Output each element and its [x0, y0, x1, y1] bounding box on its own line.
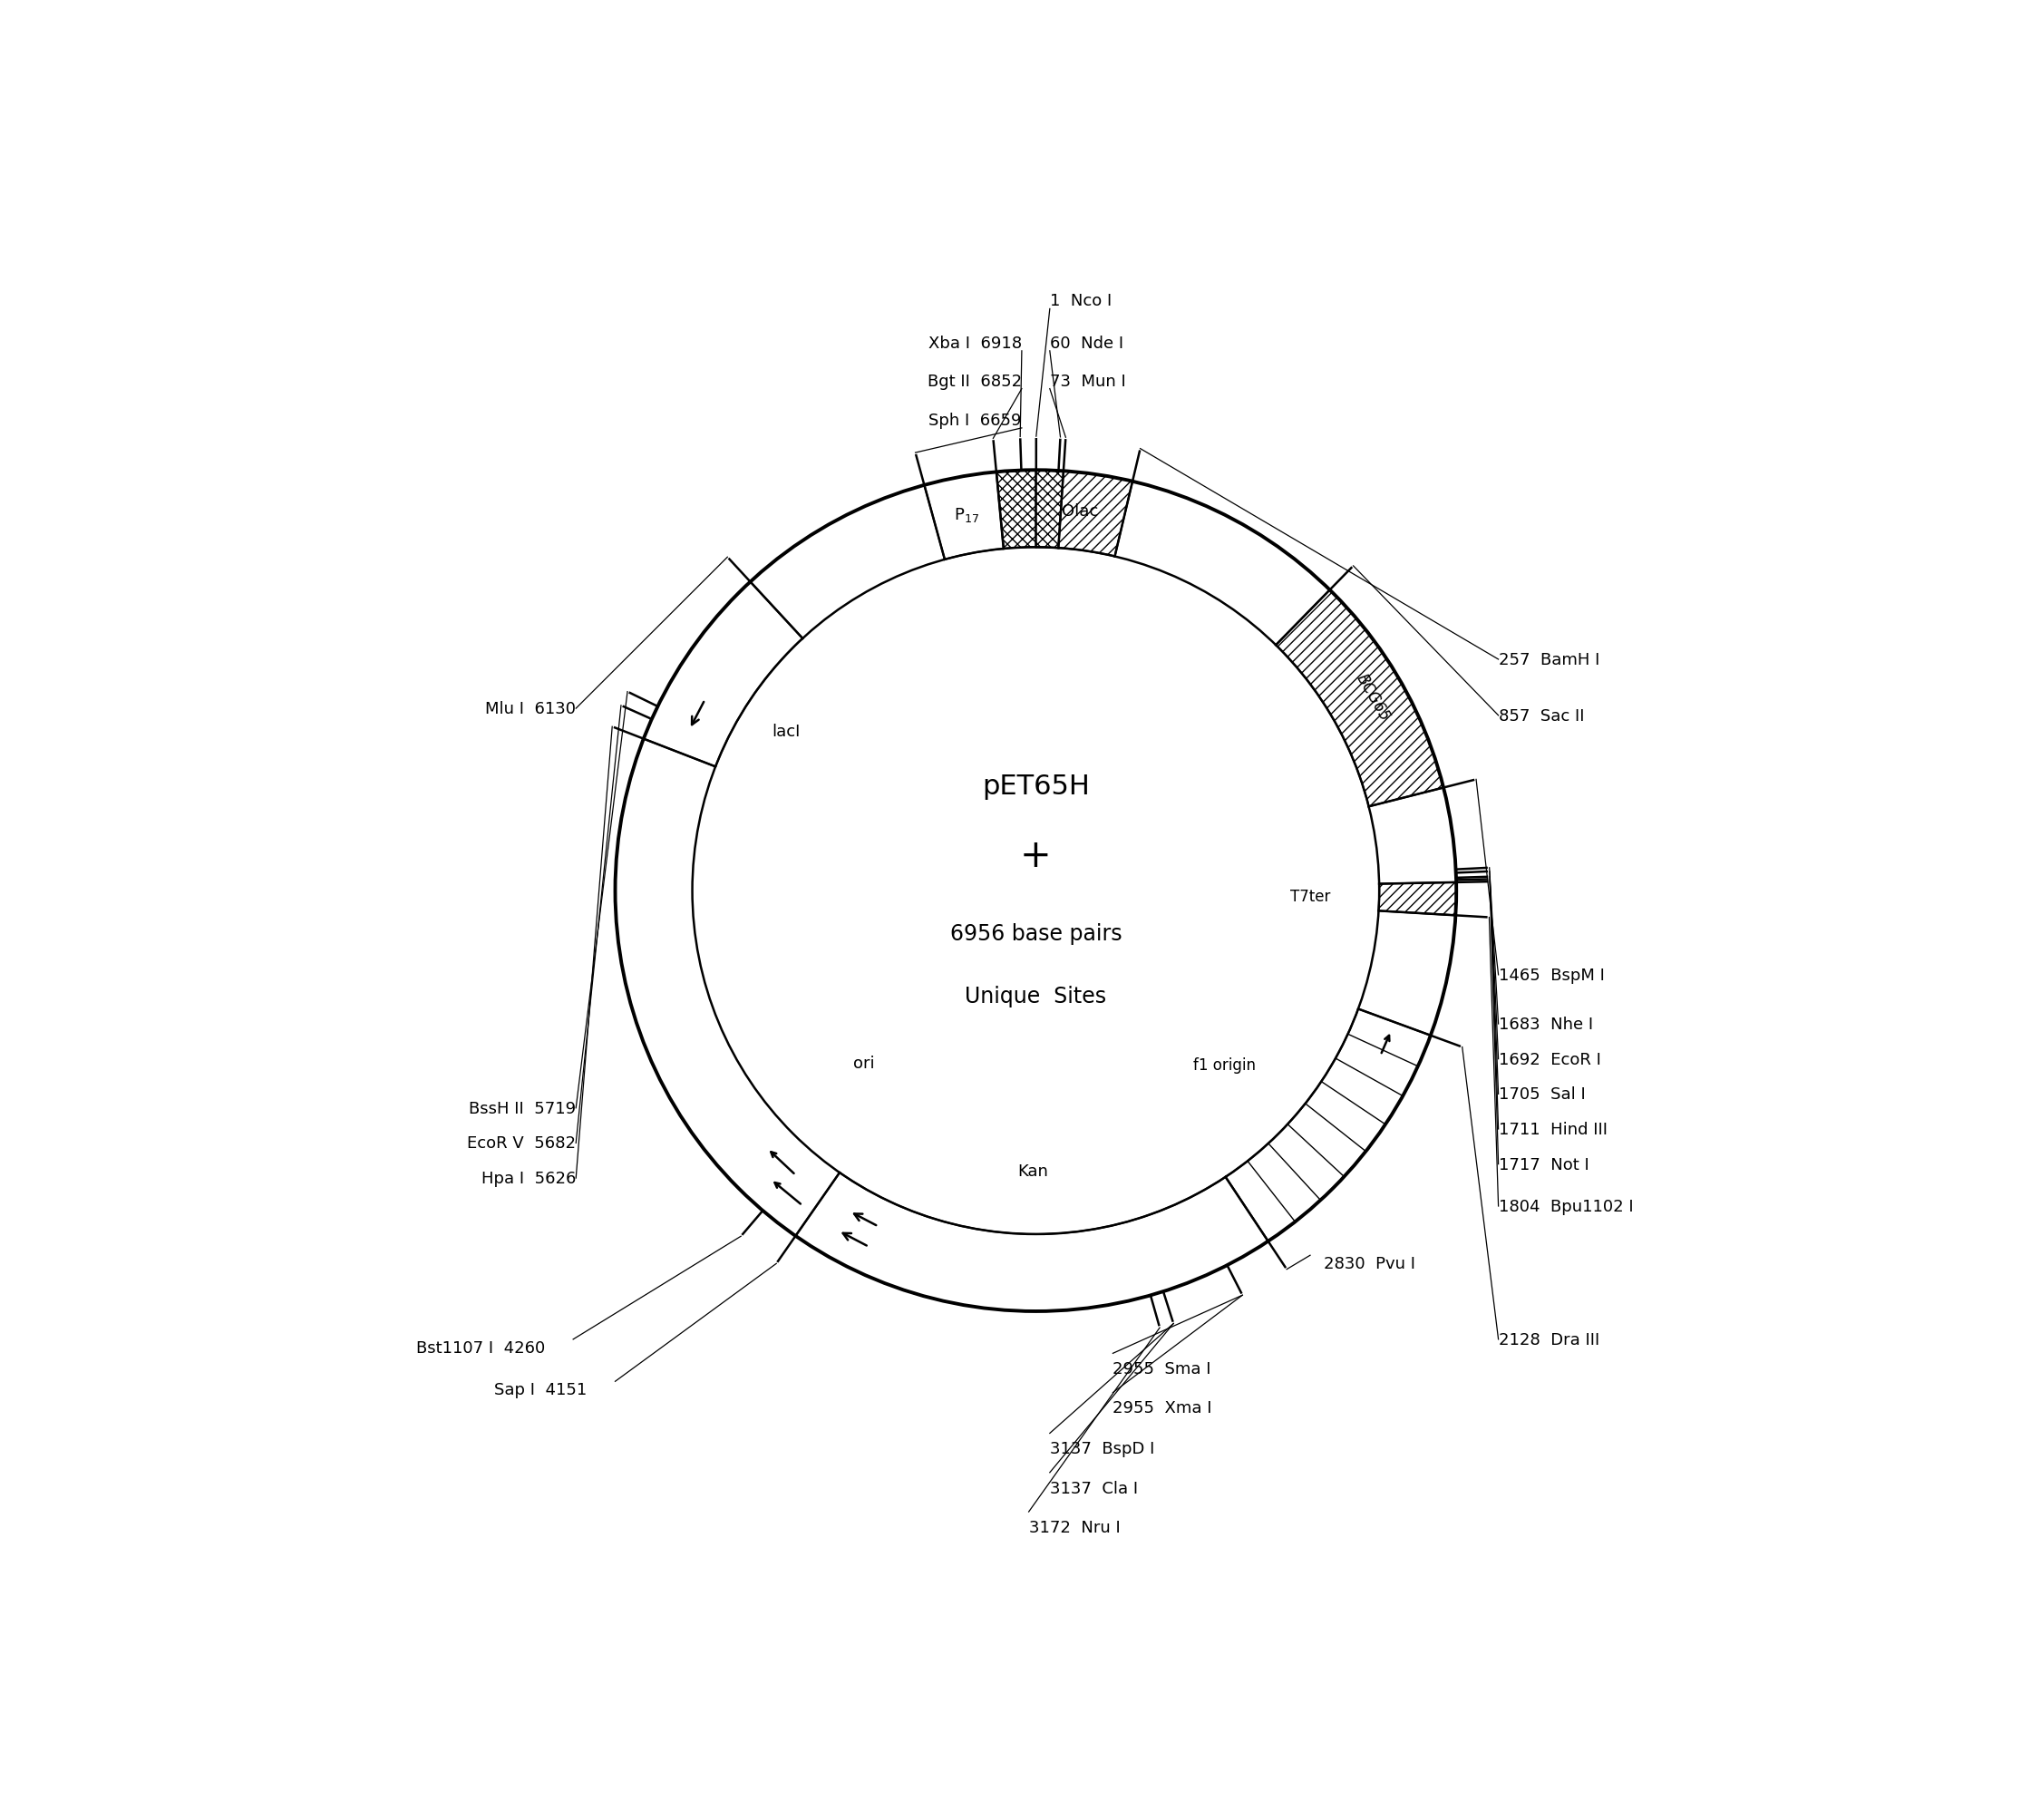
Text: T7ter: T7ter [1289, 888, 1330, 905]
Wedge shape [1037, 471, 1063, 548]
Text: Unique  Sites: Unique Sites [964, 985, 1108, 1006]
Text: Bst1107 I  4260: Bst1107 I 4260 [416, 1340, 546, 1356]
Text: Kan: Kan [1017, 1163, 1049, 1179]
Text: Sph I  6659: Sph I 6659 [930, 413, 1023, 428]
Text: 3172  Nru I: 3172 Nru I [1029, 1520, 1120, 1536]
Text: EcoR V  5682: EcoR V 5682 [467, 1136, 576, 1152]
Text: Xba I  6918: Xba I 6918 [928, 335, 1023, 351]
Text: 1717  Not I: 1717 Not I [1498, 1156, 1589, 1172]
Text: 257  BamH I: 257 BamH I [1498, 652, 1599, 668]
Wedge shape [1037, 471, 1132, 557]
Text: Sap I  4151: Sap I 4151 [495, 1381, 588, 1398]
Wedge shape [1225, 1010, 1431, 1241]
Text: P$_{17}$: P$_{17}$ [954, 506, 980, 524]
Text: 3137  BspD I: 3137 BspD I [1049, 1440, 1154, 1456]
Text: 73  Mun I: 73 Mun I [1049, 373, 1126, 389]
Text: 2955  Sma I: 2955 Sma I [1114, 1361, 1211, 1378]
Text: 3137  Cla I: 3137 Cla I [1049, 1480, 1138, 1496]
Wedge shape [996, 471, 1035, 550]
Text: 6956 base pairs: 6956 base pairs [950, 923, 1122, 945]
Text: 1711  Hind III: 1711 Hind III [1498, 1121, 1607, 1138]
Text: BssH II  5719: BssH II 5719 [469, 1099, 576, 1116]
Text: 60  Nde I: 60 Nde I [1049, 335, 1124, 351]
Wedge shape [614, 471, 1457, 1312]
Wedge shape [924, 473, 1004, 561]
Text: 1804  Bpu1102 I: 1804 Bpu1102 I [1498, 1198, 1633, 1214]
Text: 1683  Nhe I: 1683 Nhe I [1498, 1016, 1593, 1032]
Wedge shape [1275, 590, 1443, 806]
Text: Hpa I  5626: Hpa I 5626 [481, 1170, 576, 1187]
Text: 1692  EcoR I: 1692 EcoR I [1498, 1052, 1601, 1067]
Text: 1465  BspM I: 1465 BspM I [1498, 966, 1605, 983]
Text: pET65H: pET65H [982, 774, 1089, 799]
Text: 2830  Pvu I: 2830 Pvu I [1324, 1256, 1417, 1272]
Text: 1705  Sal I: 1705 Sal I [1498, 1087, 1584, 1103]
Text: lacI: lacI [772, 723, 800, 739]
Wedge shape [1378, 883, 1457, 915]
Text: 2128  Dra III: 2128 Dra III [1498, 1332, 1599, 1347]
Text: 2955  Xma I: 2955 Xma I [1114, 1400, 1213, 1416]
Text: f1 origin: f1 origin [1192, 1057, 1255, 1074]
Wedge shape [643, 582, 802, 766]
Text: Olac: Olac [1061, 502, 1099, 519]
Text: Mlu I  6130: Mlu I 6130 [485, 701, 576, 717]
Wedge shape [796, 1172, 1267, 1312]
Text: Bgt II  6852: Bgt II 6852 [928, 373, 1023, 389]
Text: +: + [1021, 837, 1051, 875]
Text: ori: ori [853, 1056, 875, 1072]
Text: 1  Nco I: 1 Nco I [1049, 293, 1112, 309]
Text: BCG65: BCG65 [1352, 670, 1392, 724]
Text: 857  Sac II: 857 Sac II [1498, 708, 1584, 724]
